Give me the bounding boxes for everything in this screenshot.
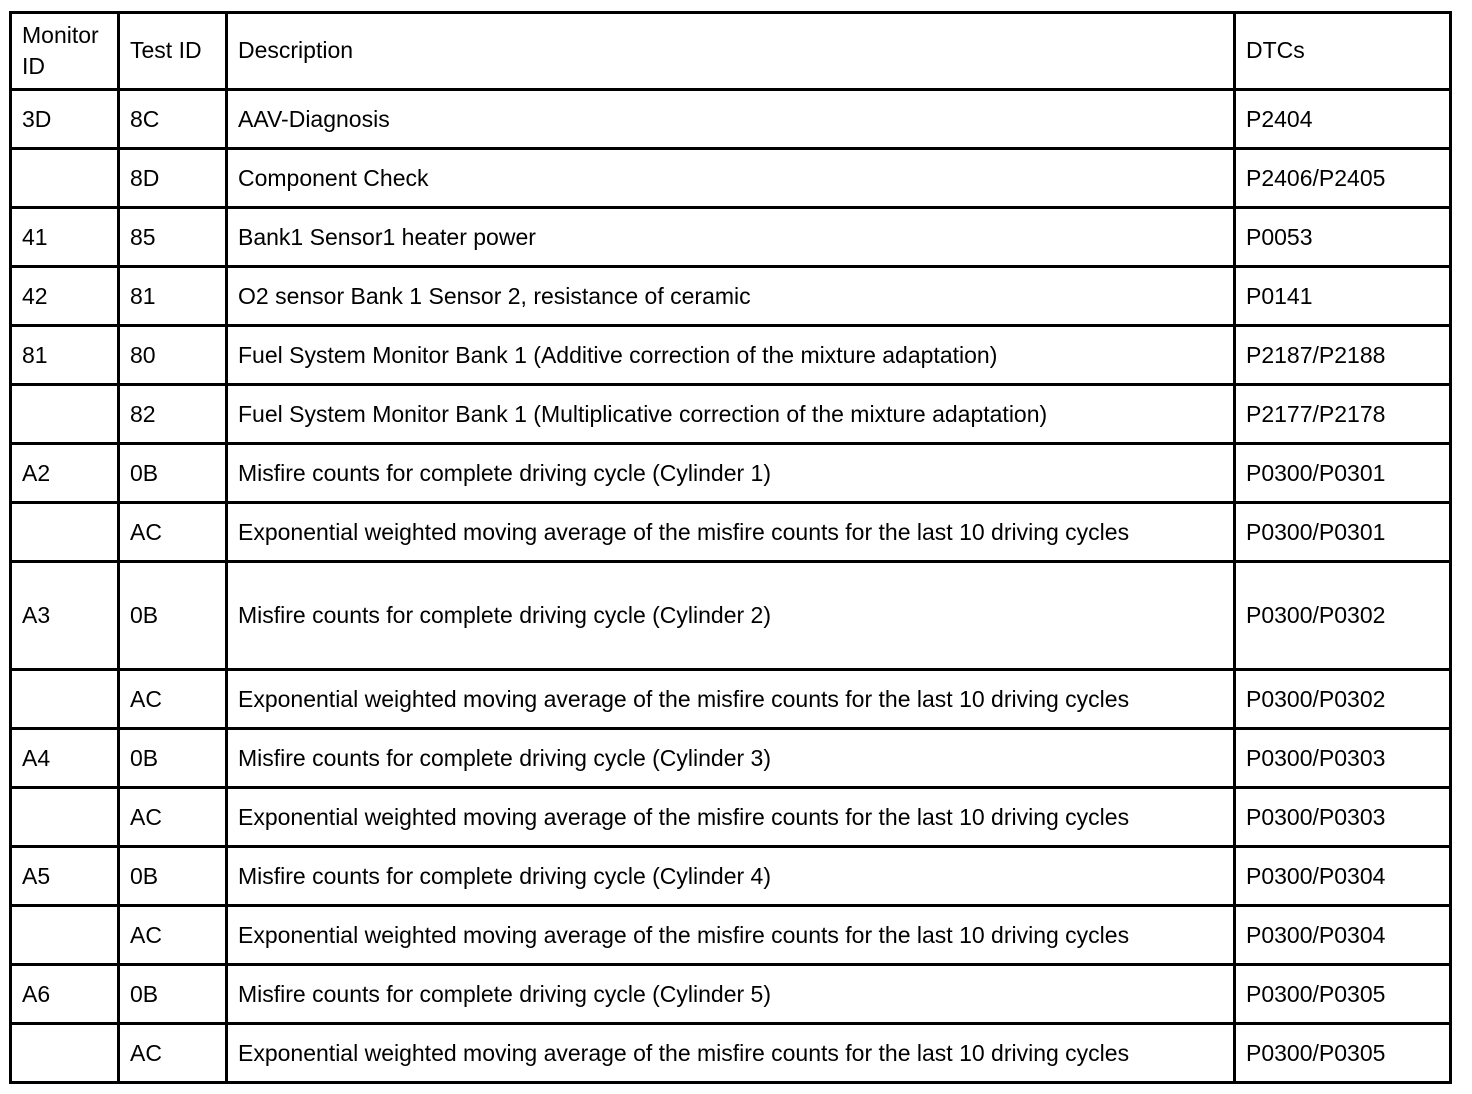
cell-dtcs: P0300/P0305 (1233, 963, 1452, 1025)
cell-dtcs: P0300/P0303 (1233, 727, 1452, 789)
cell-dtcs: P0300/P0304 (1233, 904, 1452, 966)
cell-test-id: 0B (117, 845, 228, 907)
cell-description: Bank1 Sensor1 heater power (225, 206, 1236, 268)
cell-monitor-id: 81 (9, 324, 120, 386)
header-row: Monitor ID Test ID Description DTCs (9, 11, 1452, 91)
cell-description: AAV-Diagnosis (225, 88, 1236, 150)
cell-test-id: 0B (117, 727, 228, 789)
cell-monitor-id (9, 786, 120, 848)
cell-monitor-id (9, 501, 120, 563)
cell-dtcs: P0300/P0305 (1233, 1022, 1452, 1084)
cell-dtcs: P0300/P0302 (1233, 668, 1452, 730)
cell-description: Fuel System Monitor Bank 1 (Multiplicati… (225, 383, 1236, 445)
table-row: AC Exponential weighted moving average of… (9, 904, 1452, 966)
cell-dtcs: P0300/P0301 (1233, 442, 1452, 504)
cell-description: Fuel System Monitor Bank 1 (Additive cor… (225, 324, 1236, 386)
cell-test-id: 0B (117, 442, 228, 504)
cell-test-id: 85 (117, 206, 228, 268)
cell-test-id: AC (117, 786, 228, 848)
cell-monitor-id: A6 (9, 963, 120, 1025)
cell-test-id: 81 (117, 265, 228, 327)
cell-monitor-id: A2 (9, 442, 120, 504)
cell-description: Misfire counts for complete driving cycl… (225, 727, 1236, 789)
cell-description: Misfire counts for complete driving cycl… (225, 845, 1236, 907)
header-monitor-id: Monitor ID (9, 11, 120, 91)
cell-test-id: 0B (117, 963, 228, 1025)
cell-test-id: 80 (117, 324, 228, 386)
table-row: 41 85 Bank1 Sensor1 heater power P0053 (9, 206, 1452, 268)
cell-description: Exponential weighted moving average of t… (225, 501, 1236, 563)
cell-test-id: 8D (117, 147, 228, 209)
cell-test-id: 82 (117, 383, 228, 445)
table-row: 82 Fuel System Monitor Bank 1 (Multiplica… (9, 383, 1452, 445)
cell-dtcs: P2404 (1233, 88, 1452, 150)
cell-monitor-id (9, 383, 120, 445)
cell-dtcs: P2406/P2405 (1233, 147, 1452, 209)
cell-monitor-id (9, 668, 120, 730)
cell-test-id: AC (117, 1022, 228, 1084)
cell-monitor-id (9, 147, 120, 209)
cell-monitor-id: 42 (9, 265, 120, 327)
cell-dtcs: P2187/P2188 (1233, 324, 1452, 386)
table-row: 8D Component Check P2406/P2405 (9, 147, 1452, 209)
cell-test-id: AC (117, 668, 228, 730)
table-row: AC Exponential weighted moving average of… (9, 786, 1452, 848)
cell-test-id: AC (117, 904, 228, 966)
cell-dtcs: P0300/P0303 (1233, 786, 1452, 848)
cell-monitor-id: A5 (9, 845, 120, 907)
table-row: A5 0B Misfire counts for complete driving … (9, 845, 1452, 907)
cell-dtcs: P0300/P0302 (1233, 560, 1452, 671)
cell-monitor-id: 41 (9, 206, 120, 268)
table-row: 3D 8C AAV-Diagnosis P2404 (9, 88, 1452, 150)
cell-description: Exponential weighted moving average of t… (225, 668, 1236, 730)
cell-dtcs: P2177/P2178 (1233, 383, 1452, 445)
table-row: A4 0B Misfire counts for complete driving … (9, 727, 1452, 789)
cell-dtcs: P0300/P0304 (1233, 845, 1452, 907)
cell-test-id: 8C (117, 88, 228, 150)
cell-description: O2 sensor Bank 1 Sensor 2, resistance of… (225, 265, 1236, 327)
header-description: Description (225, 11, 1236, 91)
cell-description: Component Check (225, 147, 1236, 209)
cell-description: Exponential weighted moving average of t… (225, 1022, 1236, 1084)
monitor-test-table: Monitor ID Test ID Description DTCs 3D 8C… (9, 11, 1452, 1084)
table-row: AC Exponential weighted moving average of… (9, 1022, 1452, 1084)
cell-monitor-id (9, 1022, 120, 1084)
cell-monitor-id: A3 (9, 560, 120, 671)
cell-test-id: 0B (117, 560, 228, 671)
cell-description: Misfire counts for complete driving cycl… (225, 442, 1236, 504)
cell-description: Exponential weighted moving average of t… (225, 904, 1236, 966)
table-row: AC Exponential weighted moving average of… (9, 501, 1452, 563)
cell-monitor-id: 3D (9, 88, 120, 150)
header-test-id: Test ID (117, 11, 228, 91)
table-row: A3 0B Misfire counts for complete driving … (9, 560, 1452, 671)
cell-dtcs: P0141 (1233, 265, 1452, 327)
table-row: 42 81 O2 sensor Bank 1 Sensor 2, resistanc… (9, 265, 1452, 327)
cell-description: Exponential weighted moving average of t… (225, 786, 1236, 848)
cell-description: Misfire counts for complete driving cycl… (225, 560, 1236, 671)
table-row: AC Exponential weighted moving average of… (9, 668, 1452, 730)
cell-description: Misfire counts for complete driving cycl… (225, 963, 1236, 1025)
header-dtcs: DTCs (1233, 11, 1452, 91)
cell-monitor-id (9, 904, 120, 966)
table-row: A6 0B Misfire counts for complete driving … (9, 963, 1452, 1025)
table-row: A2 0B Misfire counts for complete driving … (9, 442, 1452, 504)
cell-monitor-id: A4 (9, 727, 120, 789)
cell-dtcs: P0053 (1233, 206, 1452, 268)
cell-test-id: AC (117, 501, 228, 563)
cell-dtcs: P0300/P0301 (1233, 501, 1452, 563)
table-row: 81 80 Fuel System Monitor Bank 1 (Additive… (9, 324, 1452, 386)
